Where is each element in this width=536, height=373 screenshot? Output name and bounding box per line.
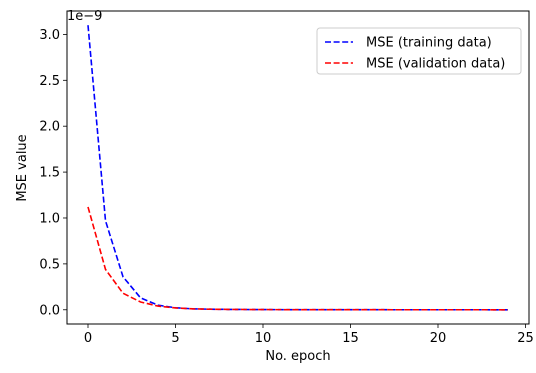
y-tick-label: 1.5 [39, 166, 60, 181]
y-tick-label: 2.5 [39, 74, 60, 89]
y-tick-label: 1.0 [39, 211, 60, 226]
y-offset-label: 1e−9 [67, 9, 102, 24]
y-tick-label: 2.0 [39, 120, 60, 135]
x-tick-label: 0 [84, 331, 92, 346]
legend-box [316, 27, 522, 75]
plot-frame [66, 10, 530, 325]
x-tick-label: 15 [342, 331, 359, 346]
legend-label: MSE (validation data) [366, 57, 505, 72]
legend-label: MSE (training data) [366, 36, 492, 51]
x-tick-label: 5 [171, 331, 179, 346]
series-line-validation [87, 206, 508, 311]
y-axis-label: MSE value [15, 134, 30, 201]
x-tick-label: 10 [255, 331, 272, 346]
y-tick-label: 3.0 [39, 28, 60, 43]
y-tick-label: 0.0 [39, 303, 60, 318]
x-tick-label: 25 [517, 331, 534, 346]
x-tick-label: 20 [430, 331, 447, 346]
x-axis-label: No. epoch [265, 349, 330, 364]
y-tick-label: 0.5 [39, 257, 60, 272]
legend: MSE (training data) MSE (validation data) [316, 27, 522, 75]
